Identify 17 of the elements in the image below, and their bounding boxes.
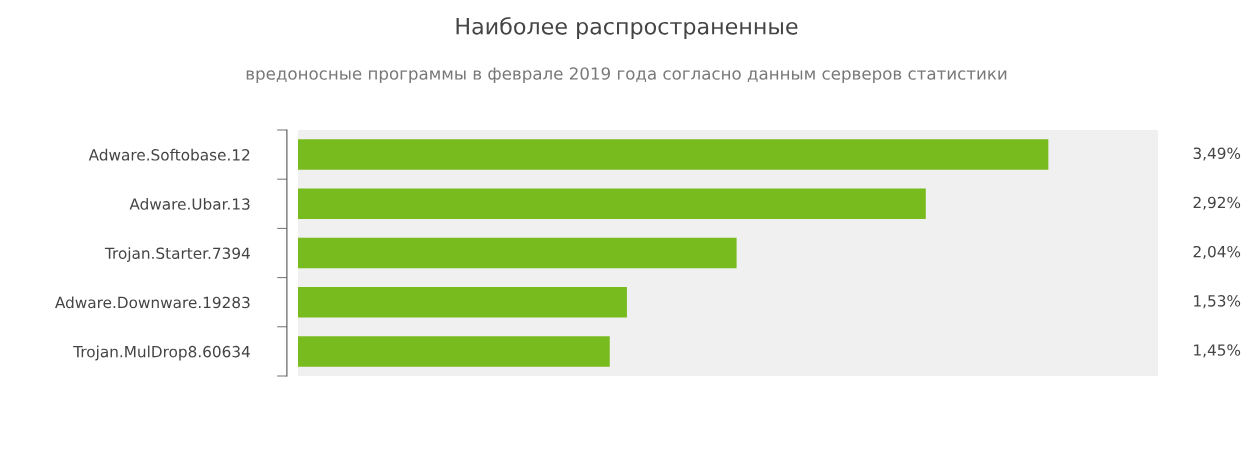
- bar: [298, 188, 926, 220]
- y-tick-label: Adware.Downware.19283: [55, 296, 250, 309]
- bar: [298, 139, 1049, 170]
- y-tick-label: Trojan.Starter.7394: [104, 247, 250, 262]
- y-tick-label: Trojan.MulDrop8.60634: [73, 345, 250, 361]
- bar: [298, 336, 610, 367]
- data-label: 3,49%: [1193, 147, 1241, 161]
- data-label: 1,53%: [1194, 295, 1241, 309]
- data-label: 1,45%: [1194, 344, 1241, 358]
- chart-title: Наиболее распространенные: [456, 17, 798, 39]
- bar: [298, 237, 737, 269]
- chart-subtitle: вредоносные программы в феврале 2019 года согласно данным серверов статистики: [246, 67, 1007, 84]
- data-label: 2,04%: [1193, 245, 1241, 259]
- y-tick-label: Adware.Softobase.12: [88, 148, 250, 161]
- data-label: 2,92%: [1193, 196, 1241, 210]
- y-tick-label: Adware.Ubar.13: [129, 198, 250, 210]
- bar: [298, 286, 627, 318]
